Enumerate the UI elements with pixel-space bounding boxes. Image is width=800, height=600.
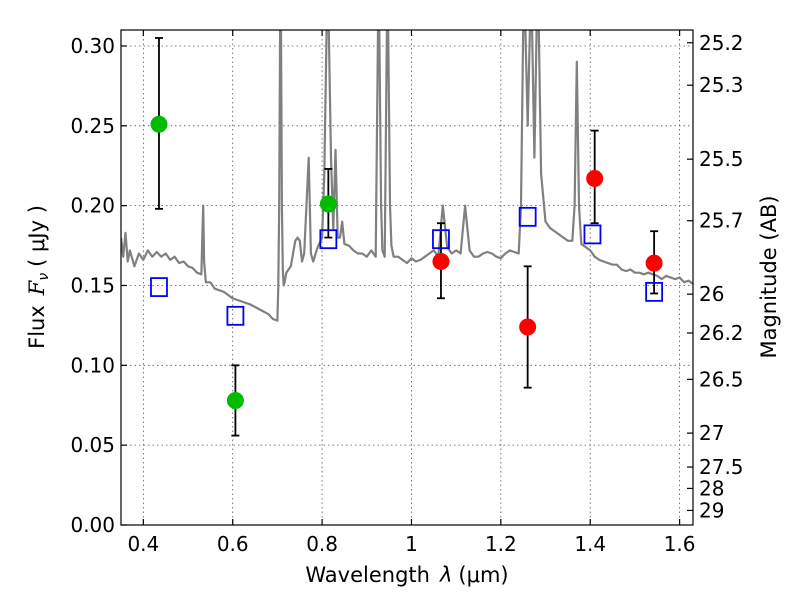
mag-tick-label: 25.5	[699, 147, 744, 171]
observed-green-marker	[319, 195, 337, 213]
model-square-marker	[150, 277, 168, 297]
mag-tick-label: 26.2	[699, 321, 744, 345]
mag-tick-label: 26	[699, 282, 724, 306]
model-spectrum	[121, 30, 693, 322]
model-square-marker	[645, 281, 664, 302]
spectrum-line	[121, 30, 693, 322]
mag-tick-label: 28	[699, 476, 724, 500]
observed-red-marker	[645, 254, 663, 272]
plot-frame	[120, 29, 694, 526]
y-tick-label: 0.25	[70, 114, 115, 138]
mag-tick-label: 29	[699, 498, 724, 522]
observed-green-marker	[226, 391, 244, 409]
x-tick-label: 0.4	[127, 532, 159, 556]
x-axis-title: Wavelength λ (μm)	[305, 563, 508, 587]
model-square-marker	[319, 229, 338, 250]
y-tick-label: 0.05	[70, 433, 115, 457]
axis-ticks	[121, 30, 693, 526]
y-tick-label: 0.15	[70, 273, 115, 297]
y-tick-label: 0.30	[70, 34, 115, 58]
x-tick-label: 1.4	[574, 532, 606, 556]
mag-tick-label: 25.7	[699, 209, 744, 233]
model-square-marker	[432, 229, 450, 250]
observed-red-marker	[519, 318, 537, 336]
x-tick-label: 0.6	[217, 532, 249, 556]
observed-red-marker	[586, 170, 604, 187]
observed-green-marker	[150, 115, 168, 133]
model-square-marker	[518, 206, 537, 227]
x-tick-label: 1.6	[664, 532, 696, 556]
y-axis-title: FluxFν( μJy )	[25, 205, 52, 349]
mag-tick-label: 25.2	[699, 31, 744, 55]
mag-tick-label: 26.5	[699, 367, 744, 391]
y-tick-label: 0.00	[70, 513, 115, 537]
model-square-marker	[226, 305, 245, 326]
x-tick-label: 1	[405, 532, 418, 556]
mag-tick-label: 27	[699, 421, 724, 445]
y-tick-label: 0.20	[70, 194, 115, 218]
mag-tick-label: 27.5	[699, 455, 744, 479]
observed-red-marker	[432, 253, 450, 271]
tick-labels: 0.4 0.6 0.8 1 1.2 1.4 1.6 0.00 0.05 0.10 0.15 0.20 0…	[70, 31, 743, 556]
x-tick-label: 0.8	[306, 532, 338, 556]
x-tick-label: 1.2	[485, 532, 517, 556]
model-square-marker	[583, 224, 602, 245]
mag-tick-label: 25.3	[699, 73, 744, 97]
data-points	[150, 37, 664, 437]
y2-axis-title: Magnitude (AB)	[757, 195, 781, 358]
y-tick-label: 0.10	[70, 353, 115, 377]
